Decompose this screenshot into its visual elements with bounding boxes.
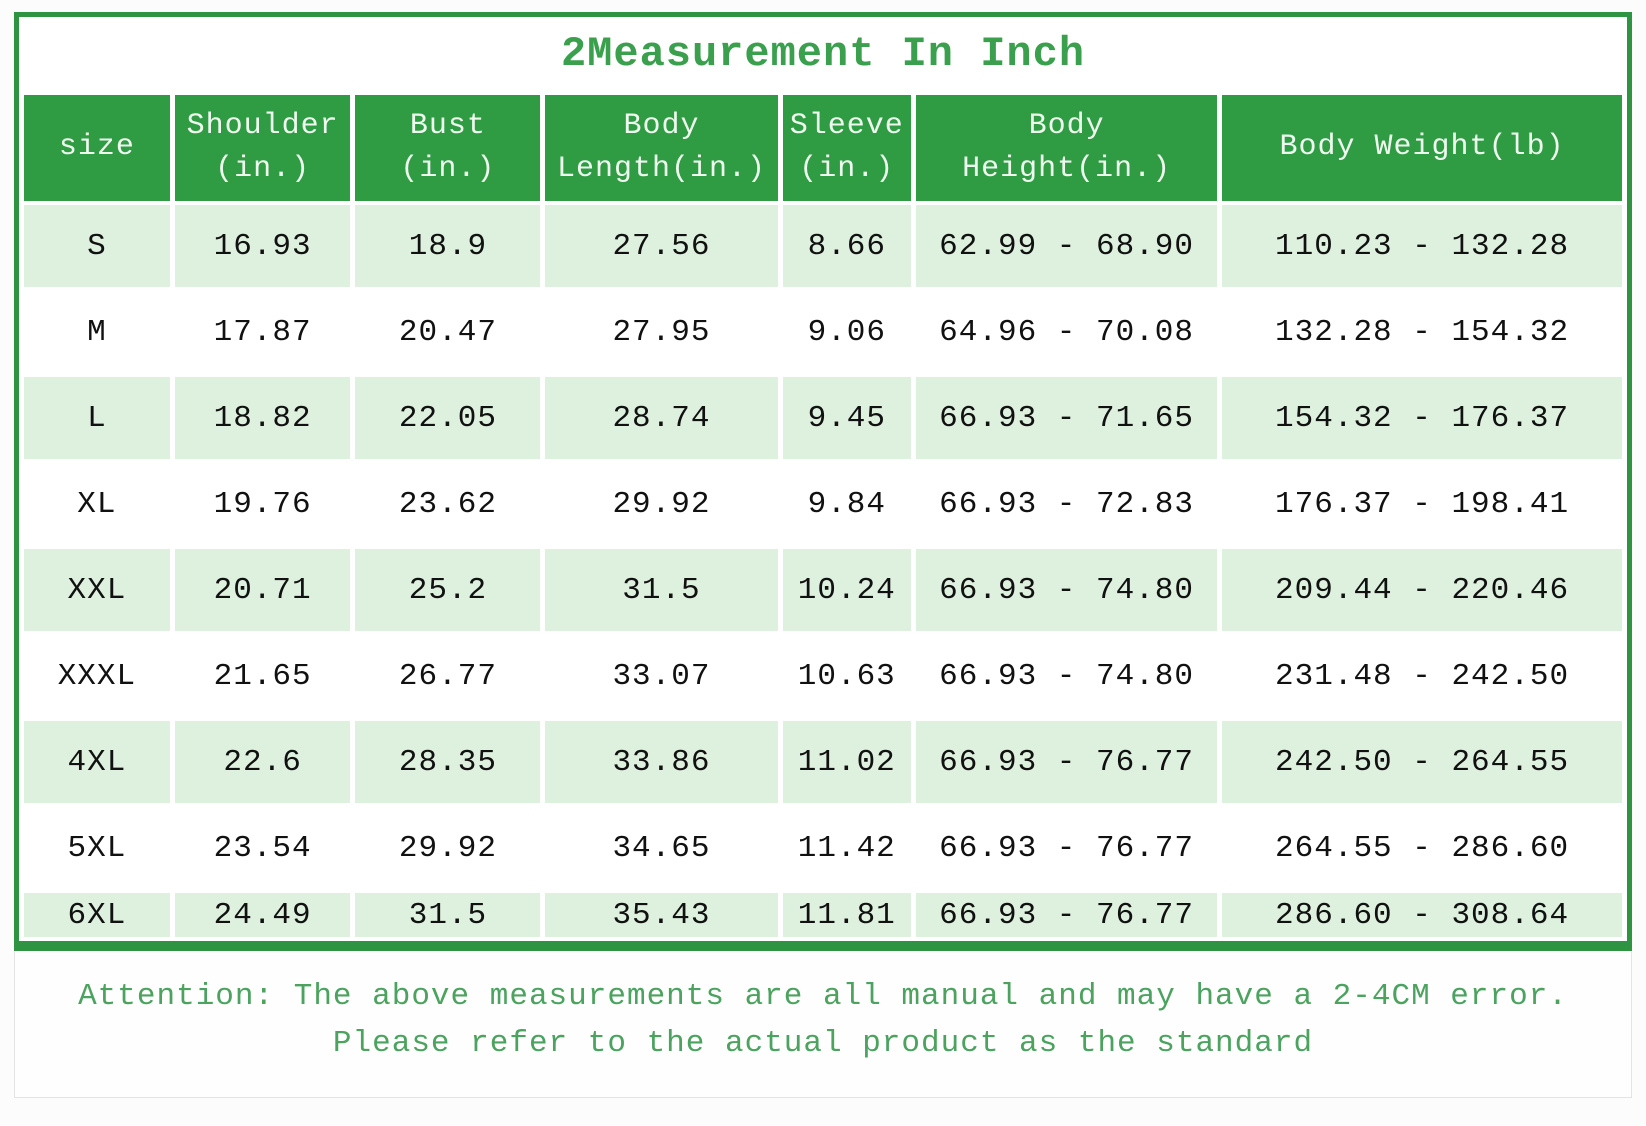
value-cell: 132.28 - 154.32 (1222, 291, 1622, 373)
value-cell: 17.87 (174, 291, 351, 373)
value-cell: 264.55 - 286.60 (1222, 807, 1622, 889)
table-row: L 18.82 22.05 28.74 9.45 66.93 - 71.65 154.32 … (24, 377, 1622, 459)
value-cell: 66.93 - 71.65 (916, 377, 1218, 459)
size-cell: S (24, 205, 170, 287)
size-chart-page: 2Measurement In Inch size Shoulder (in.)… (14, 12, 1632, 1099)
value-cell: 27.56 (545, 205, 778, 287)
table-row: 6XL 24.49 31.5 35.43 11.81 66.93 - 76.77 286.6… (24, 893, 1622, 937)
value-cell: 20.47 (355, 291, 541, 373)
size-cell: L (24, 377, 170, 459)
size-cell: M (24, 291, 170, 373)
size-cell: 4XL (24, 721, 170, 803)
value-cell: 66.93 - 76.77 (916, 721, 1218, 803)
value-cell: 29.92 (545, 463, 778, 545)
value-cell: 35.43 (545, 893, 778, 937)
value-cell: 62.99 - 68.90 (916, 205, 1218, 287)
attention-line-2: Please refer to the actual product as th… (332, 1026, 1314, 1062)
value-cell: 28.35 (355, 721, 541, 803)
table-body: S 16.93 18.9 27.56 8.66 62.99 - 68.90 110.23 -… (24, 205, 1622, 937)
value-cell: 176.37 - 198.41 (1222, 463, 1622, 545)
value-cell: 10.24 (782, 549, 912, 631)
value-cell: 16.93 (174, 205, 351, 287)
value-cell: 231.48 - 242.50 (1222, 635, 1622, 717)
value-cell: 21.65 (174, 635, 351, 717)
chart-title: 2Measurement In Inch (560, 30, 1086, 78)
value-cell: 33.86 (545, 721, 778, 803)
value-cell: 19.76 (174, 463, 351, 545)
value-cell: 209.44 - 220.46 (1222, 549, 1622, 631)
value-cell: 28.74 (545, 377, 778, 459)
value-cell: 23.54 (174, 807, 351, 889)
value-cell: 11.02 (782, 721, 912, 803)
value-cell: 9.84 (782, 463, 912, 545)
value-cell: 10.63 (782, 635, 912, 717)
size-cell: XXL (24, 549, 170, 631)
value-cell: 31.5 (355, 893, 541, 937)
value-cell: 286.60 - 308.64 (1222, 893, 1622, 937)
value-cell: 9.06 (782, 291, 912, 373)
value-cell: 11.42 (782, 807, 912, 889)
value-cell: 20.71 (174, 549, 351, 631)
header-body-weight: Body Weight(lb) (1222, 95, 1622, 201)
table-row: M 17.87 20.47 27.95 9.06 64.96 - 70.08 132.28 … (24, 291, 1622, 373)
value-cell: 18.9 (355, 205, 541, 287)
table-row: S 16.93 18.9 27.56 8.66 62.99 - 68.90 110.23 -… (24, 205, 1622, 287)
value-cell: 24.49 (174, 893, 351, 937)
value-cell: 110.23 - 132.28 (1222, 205, 1622, 287)
header-bust: Bust (in.) (355, 95, 541, 201)
attention-line-1: Attention: The above measurements are al… (78, 979, 1568, 1014)
size-cell: 5XL (24, 807, 170, 889)
header-sleeve: Sleeve (in.) (782, 95, 912, 201)
header-row: size Shoulder (in.) Bust (in.) Body Leng… (24, 95, 1622, 201)
value-cell: 26.77 (355, 635, 541, 717)
value-cell: 66.93 - 72.83 (916, 463, 1218, 545)
value-cell: 154.32 - 176.37 (1222, 377, 1622, 459)
table-row: 5XL 23.54 29.92 34.65 11.42 66.93 - 76.77 264.… (24, 807, 1622, 889)
header-body-height: Body Height(in.) (916, 95, 1218, 201)
table-row: 4XL 22.6 28.35 33.86 11.02 66.93 - 76.77 242.5… (24, 721, 1622, 803)
value-cell: 34.65 (545, 807, 778, 889)
value-cell: 66.93 - 74.80 (916, 635, 1218, 717)
value-cell: 11.81 (782, 893, 912, 937)
value-cell: 8.66 (782, 205, 912, 287)
size-cell: XXXL (24, 635, 170, 717)
attention-note: Attention: The above measurements are al… (14, 951, 1632, 1099)
value-cell: 64.96 - 70.08 (916, 291, 1218, 373)
value-cell: 66.93 - 76.77 (916, 807, 1218, 889)
value-cell: 18.82 (174, 377, 351, 459)
value-cell: 27.95 (545, 291, 778, 373)
header-size: size (24, 95, 170, 201)
chart-frame: 2Measurement In Inch size Shoulder (in.)… (14, 12, 1632, 951)
value-cell: 22.05 (355, 377, 541, 459)
value-cell: 31.5 (545, 549, 778, 631)
size-cell: 6XL (24, 893, 170, 937)
value-cell: 66.93 - 76.77 (916, 893, 1218, 937)
size-table: size Shoulder (in.) Bust (in.) Body Leng… (19, 91, 1627, 941)
table-row: XXXL 21.65 26.77 33.07 10.63 66.93 - 74.80 231… (24, 635, 1622, 717)
value-cell: 22.6 (174, 721, 351, 803)
size-cell: XL (24, 463, 170, 545)
value-cell: 25.2 (355, 549, 541, 631)
table-row: XL 19.76 23.62 29.92 9.84 66.93 - 72.83 176.37… (24, 463, 1622, 545)
value-cell: 242.50 - 264.55 (1222, 721, 1622, 803)
table-row: XXL 20.71 25.2 31.5 10.24 66.93 - 74.80 209.44… (24, 549, 1622, 631)
value-cell: 33.07 (545, 635, 778, 717)
header-body-length: Body Length(in.) (545, 95, 778, 201)
value-cell: 9.45 (782, 377, 912, 459)
value-cell: 66.93 - 74.80 (916, 549, 1218, 631)
value-cell: 23.62 (355, 463, 541, 545)
value-cell: 29.92 (355, 807, 541, 889)
header-shoulder: Shoulder (in.) (174, 95, 351, 201)
